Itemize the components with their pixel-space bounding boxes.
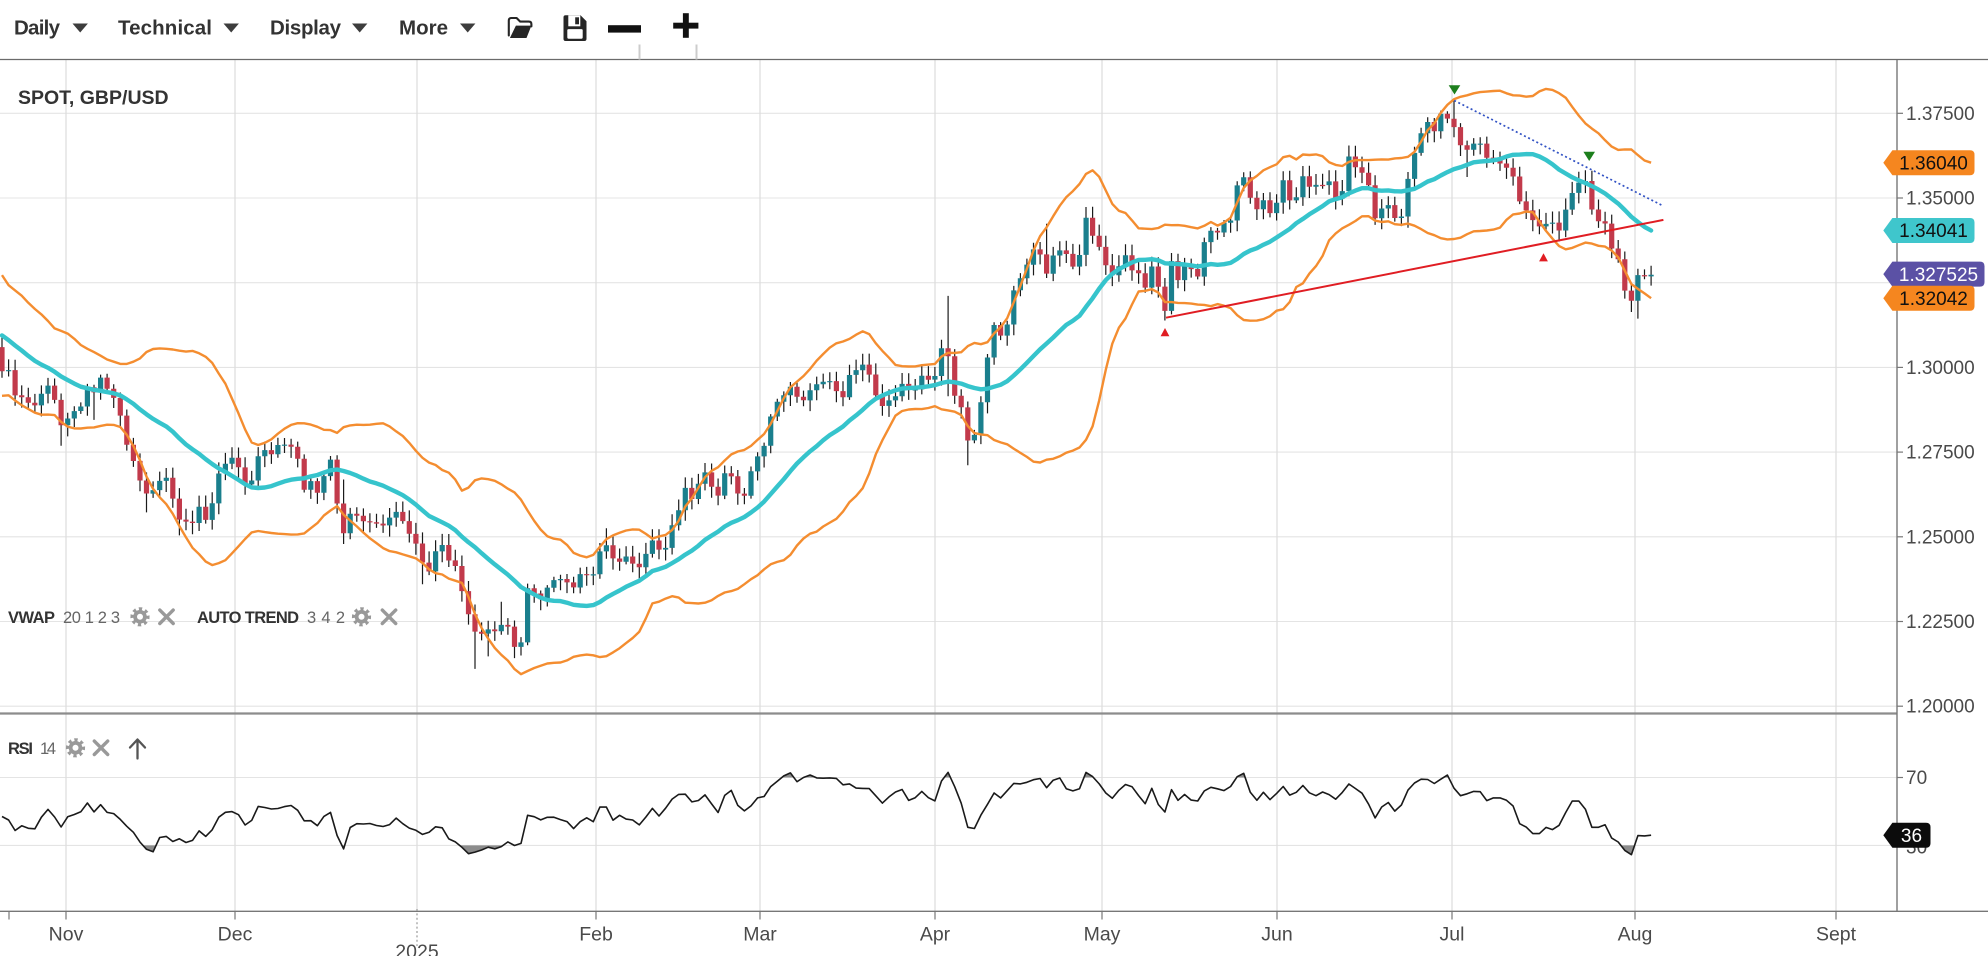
svg-text:1.27500: 1.27500 [1906, 443, 1975, 464]
svg-text:Mar: Mar [743, 924, 777, 946]
svg-text:RSI: RSI [8, 740, 33, 758]
svg-text:More: More [399, 17, 448, 40]
svg-text:Apr: Apr [920, 924, 951, 946]
svg-text:1.327525: 1.327525 [1899, 265, 1978, 286]
svg-text:Daily: Daily [14, 17, 61, 40]
svg-text:Technical: Technical [118, 17, 212, 40]
svg-text:20 1 2 3: 20 1 2 3 [63, 609, 120, 627]
svg-text:Dec: Dec [218, 924, 253, 946]
svg-text:Feb: Feb [579, 924, 613, 946]
svg-text:70: 70 [1906, 768, 1927, 789]
svg-text:Display: Display [270, 17, 342, 40]
svg-text:3 4 2: 3 4 2 [307, 609, 345, 627]
svg-text:Aug: Aug [1618, 924, 1653, 946]
svg-text:1.30000: 1.30000 [1906, 358, 1975, 379]
svg-text:1.20000: 1.20000 [1906, 697, 1975, 718]
svg-text:2025: 2025 [395, 941, 439, 956]
svg-text:SPOT, GBP/USD: SPOT, GBP/USD [18, 87, 169, 109]
svg-text:1.25000: 1.25000 [1906, 527, 1975, 548]
svg-text:14: 14 [40, 740, 56, 758]
svg-text:36: 36 [1901, 826, 1922, 847]
svg-text:Nov: Nov [49, 924, 84, 946]
svg-text:1.36040: 1.36040 [1899, 154, 1968, 175]
svg-text:1.37500: 1.37500 [1906, 104, 1975, 125]
svg-text:Jul: Jul [1440, 924, 1465, 946]
svg-text:Jun: Jun [1261, 924, 1292, 946]
svg-text:VWAP: VWAP [8, 609, 55, 627]
svg-text:May: May [1084, 924, 1121, 946]
svg-text:1.34041: 1.34041 [1899, 221, 1968, 242]
svg-text:Sept: Sept [1816, 924, 1857, 946]
svg-text:1.32042: 1.32042 [1899, 289, 1968, 310]
svg-text:1.35000: 1.35000 [1906, 189, 1975, 210]
svg-text:AUTO TREND: AUTO TREND [197, 609, 299, 627]
svg-text:1.22500: 1.22500 [1906, 612, 1975, 633]
